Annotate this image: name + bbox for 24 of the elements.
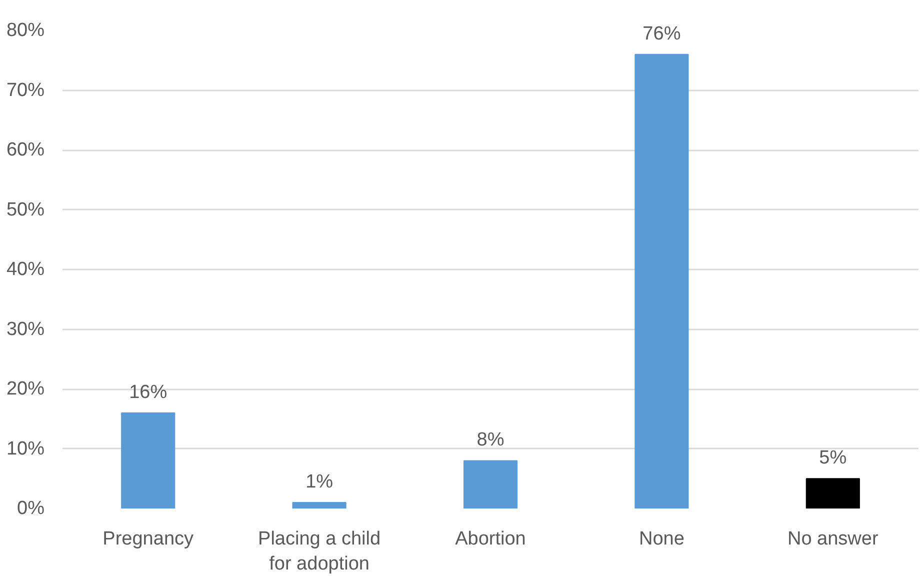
- y-tick-label: 30%: [6, 318, 45, 340]
- x-tick-label: No answer: [787, 528, 879, 550]
- x-tick-label: Pregnancy: [102, 528, 194, 550]
- y-tick-label: 60%: [6, 140, 45, 160]
- y-tick-label: 70%: [6, 80, 45, 101]
- x-tick-label: Placing a child for adoption: [258, 528, 381, 575]
- x-tick-label: None: [638, 528, 684, 550]
- y-tick-label: 20%: [6, 378, 45, 400]
- bar: [463, 460, 518, 508]
- bar: [634, 54, 689, 508]
- data-label: 16%: [129, 382, 168, 403]
- y-tick-label: 80%: [6, 20, 45, 41]
- bar: [121, 412, 176, 508]
- bar: [806, 478, 860, 508]
- data-label: 76%: [642, 23, 681, 44]
- x-tick-label: Abortion: [455, 528, 526, 550]
- y-tick-label: 50%: [6, 199, 45, 220]
- y-tick-label: 0%: [17, 498, 45, 519]
- bar: [292, 502, 346, 508]
- data-label: 8%: [476, 430, 504, 451]
- data-label: 5%: [819, 448, 847, 469]
- data-label: 1%: [306, 472, 334, 493]
- y-tick-label: 10%: [6, 438, 45, 460]
- y-tick-label: 40%: [6, 259, 45, 280]
